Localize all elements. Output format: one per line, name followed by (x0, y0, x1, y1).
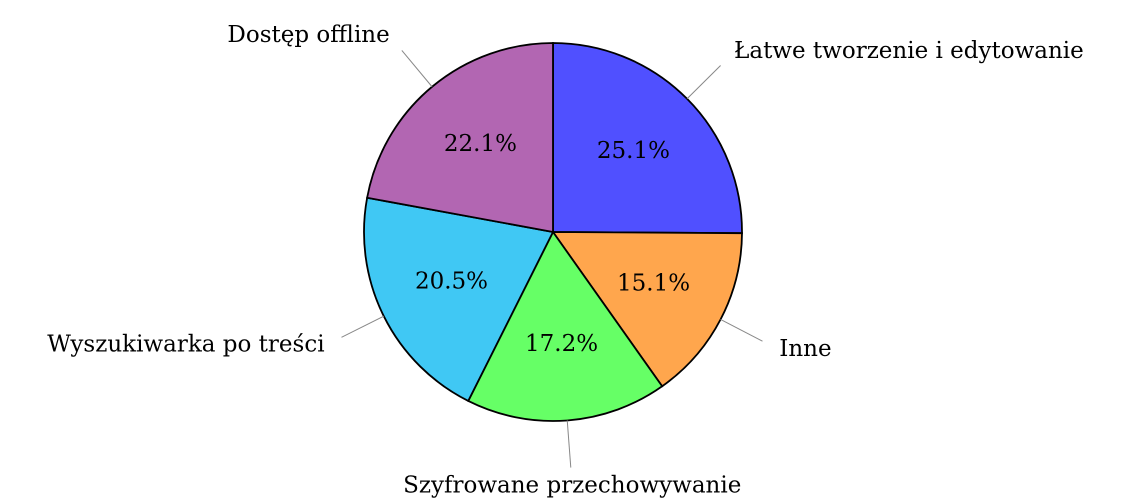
leader-line (720, 318, 763, 342)
slice-label: Dostęp offline (227, 22, 389, 48)
slice-label: Szyfrowane przechowywanie (403, 472, 741, 498)
slice-label: Inne (779, 336, 831, 362)
value-label: 15.1% (617, 270, 690, 296)
leader-line (341, 315, 385, 338)
value-label: 22.1% (444, 131, 517, 157)
pie-slice (552, 42, 743, 235)
slice-label: Wyszukiwarka po treści (47, 332, 324, 358)
value-label: 25.1% (597, 138, 670, 164)
slice-label: Łatwe tworzenie i edytowanie (734, 38, 1084, 64)
value-label: 20.5% (415, 269, 488, 295)
pie-slice (551, 231, 743, 388)
leader-line (401, 50, 433, 88)
leader-line (686, 65, 721, 100)
pie-slice (366, 42, 554, 234)
value-label: 17.2% (525, 331, 598, 357)
leader-line (566, 420, 572, 468)
pie-slice (467, 230, 664, 422)
pie-slice (363, 196, 555, 403)
